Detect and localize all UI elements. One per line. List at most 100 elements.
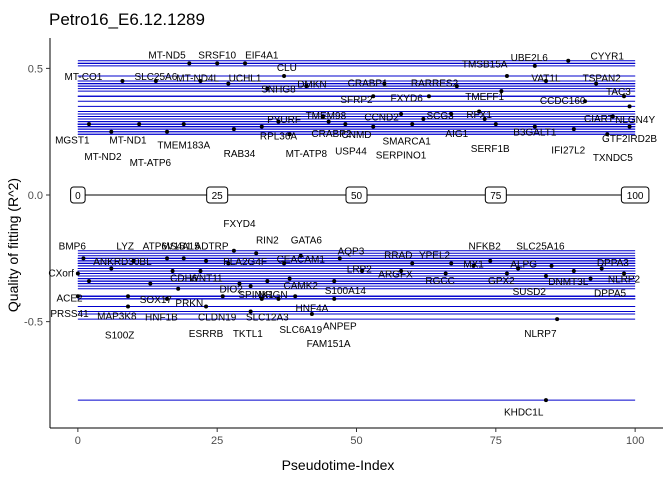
gene-label: MT-ND4L [176,73,219,84]
data-point [120,79,125,84]
y-tick-label: 0.0 [28,190,43,202]
pseudotime-box-label: 75 [490,191,502,202]
gene-label: MX1 [463,259,484,270]
gene-label: SLC25A16 [516,242,565,253]
data-point [360,268,365,273]
gene-label: ANPEP [323,321,357,332]
gene-label: CXorf [48,268,74,279]
data-point [87,279,92,284]
data-point [287,132,292,137]
gene-label: TMEM183A [157,140,210,151]
data-point [187,61,192,66]
data-point [176,286,181,291]
data-point [75,294,80,299]
gene-label: PYURF [267,115,301,126]
data-point [287,276,292,281]
gene-label: B3GALT1 [513,128,557,139]
data-point [126,294,131,299]
data-point [259,124,264,129]
data-point [237,281,242,286]
gene-label: MT-ND1 [109,135,147,146]
gene-label: MT-ND2 [84,152,122,163]
gene-label: RPL36A [260,132,298,143]
gene-label: CNMD [342,130,372,141]
gene-label: AQP3 [338,247,365,258]
data-point [309,312,314,317]
gene-label: SMARCA1 [382,137,431,148]
gene-label: SRSF10 [198,50,236,61]
data-point [443,271,448,276]
data-point [282,261,287,266]
gene-label: TKTL1 [233,329,263,340]
data-point [87,122,92,127]
gene-label: DMKN [297,80,326,91]
data-point [165,129,170,134]
gene-label: TSPAN2 [583,73,622,84]
data-point [566,58,571,63]
data-point [477,109,482,114]
gene-label: TMEFF1 [465,92,504,103]
data-point [165,296,170,301]
gene-label: RFX1 [466,110,492,121]
gene-label: SLC25A6 [134,72,177,83]
data-point [231,127,236,132]
pseudotime-box-label: 25 [212,191,224,202]
data-point [555,317,560,322]
data-point [75,271,80,276]
gene-label: KHDC1L [504,408,544,419]
gene-label: MT-CO1 [65,72,103,83]
gene-label: GPX2 [488,276,515,287]
data-point [371,124,376,129]
gene-label: UCHL1 [229,73,262,84]
fit-lines-layer [77,60,636,401]
data-point [226,261,231,266]
data-point [248,284,253,289]
pseudotime-box [206,186,229,204]
data-point [198,268,203,273]
gene-label: ANKRD30BL [93,257,152,268]
gene-label: DNMT3L [548,277,588,288]
data-point [170,268,175,273]
gene-label: UBE2L6 [511,53,549,64]
data-point [594,81,599,86]
data-point [326,119,331,124]
gene-label: RGCC [425,276,454,287]
gene-label: MT-ND5 [148,50,186,61]
data-point [109,266,114,271]
gene-label: CYYR1 [591,52,625,63]
gene-label: MAP3K8 [97,311,137,322]
data-point [399,111,404,116]
gene-label: ADTRP [195,242,229,253]
data-point [499,89,504,94]
gene-label: CIART [584,114,614,125]
data-point [265,86,270,91]
data-point [410,261,415,266]
data-point [371,94,376,99]
gene-label: SLC6A19 [279,325,322,336]
data-point [259,296,264,301]
data-point [204,258,209,263]
gene-label: CRABP2 [311,129,351,140]
data-point [599,266,604,271]
data-point [621,94,626,99]
data-point [126,304,131,309]
data-point [627,124,632,129]
gene-label: CLU [277,63,297,74]
gene-label: RAB34 [224,149,256,160]
gene-label: USP44 [335,147,367,158]
data-point [621,271,626,276]
gene-label: HNF4A [296,304,329,315]
gene-label: ACE2 [56,294,83,305]
gene-label: CLDN19 [198,313,237,324]
data-point [226,81,231,86]
gene-label: GATA6 [291,235,323,246]
gene-label: DIO2 [219,285,243,296]
gene-label: S100A14 [325,286,367,297]
data-point [254,251,259,256]
data-point [571,127,576,132]
gene-label: SNHG8 [261,85,296,96]
data-point [304,84,309,89]
x-tick-label: 0 [75,435,81,447]
